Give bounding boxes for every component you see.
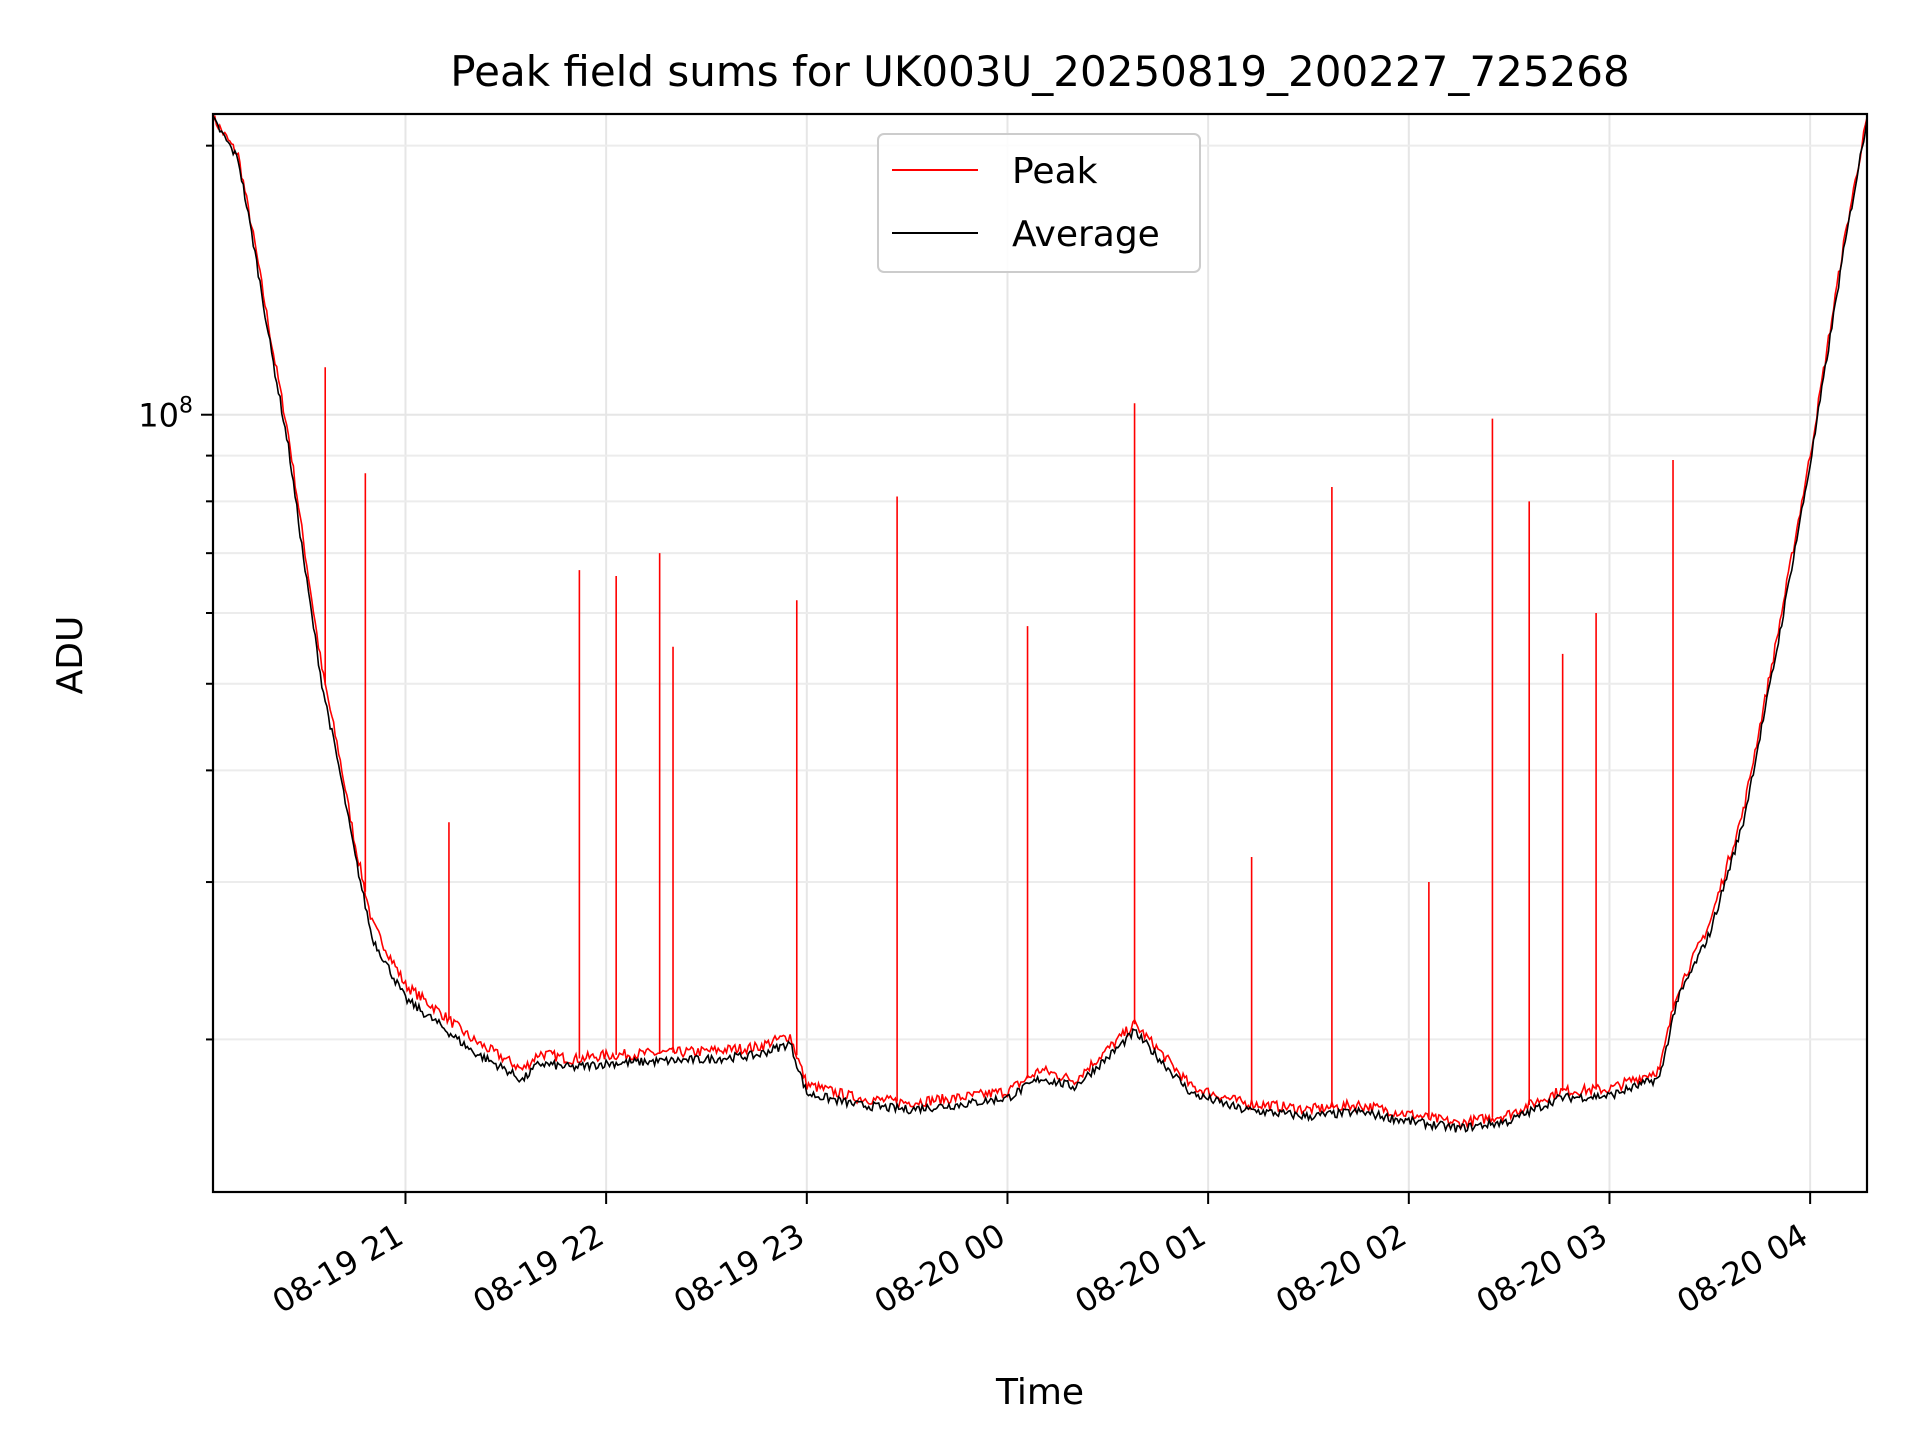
series-layer bbox=[213, 115, 1867, 1133]
x-axis-label: Time bbox=[995, 1372, 1084, 1413]
series-line-peak bbox=[213, 115, 1867, 1131]
series-line-average bbox=[213, 115, 1867, 1133]
y-axis-label: ADU bbox=[50, 616, 91, 695]
x-tick-label: 08-19 22 bbox=[467, 1216, 611, 1321]
x-tick-label: 08-20 04 bbox=[1671, 1216, 1815, 1321]
plot-frame bbox=[211, 112, 1869, 1194]
legend-label-average: Average bbox=[1012, 214, 1160, 255]
x-tick-label: 08-20 03 bbox=[1470, 1216, 1614, 1321]
x-tick-label: 08-20 00 bbox=[868, 1216, 1012, 1321]
chart-title: Peak field sums for UK003U_20250819_2002… bbox=[450, 47, 1629, 96]
x-tick-label: 08-20 02 bbox=[1269, 1216, 1413, 1321]
legend-box bbox=[877, 133, 1201, 273]
legend: Peak Average bbox=[877, 133, 1201, 273]
y-tick-label: 108 bbox=[138, 394, 193, 435]
x-tick-label: 08-19 23 bbox=[667, 1216, 811, 1321]
legend-label-peak: Peak bbox=[1012, 151, 1098, 192]
x-tick-label: 08-20 01 bbox=[1069, 1216, 1213, 1321]
x-tick-label: 08-19 21 bbox=[266, 1216, 410, 1321]
